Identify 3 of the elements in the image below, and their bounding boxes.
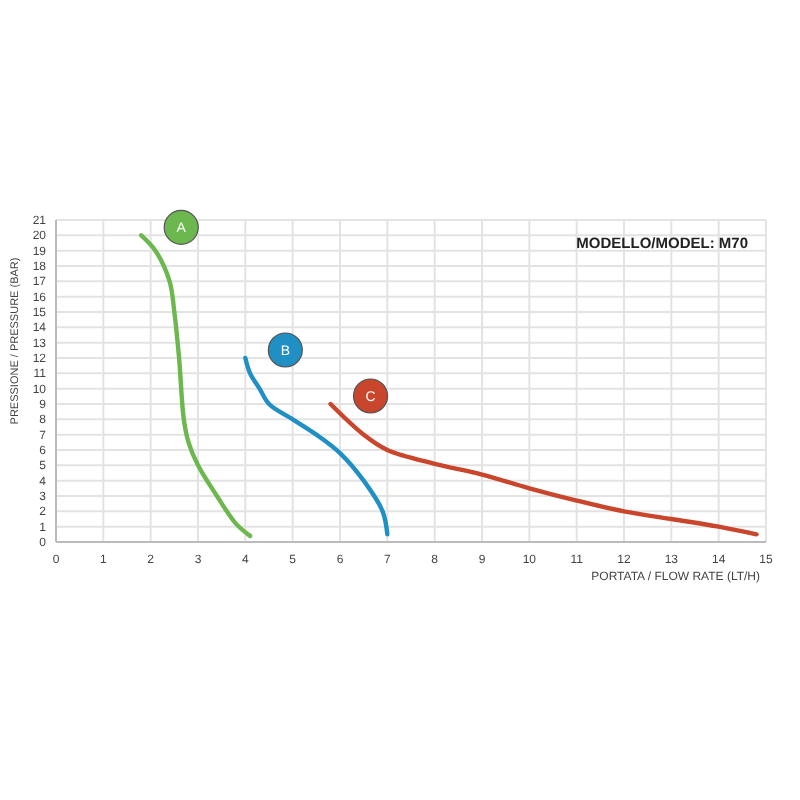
line-series: [243, 355, 390, 537]
line-series: [139, 233, 253, 539]
line-series: [328, 401, 759, 537]
